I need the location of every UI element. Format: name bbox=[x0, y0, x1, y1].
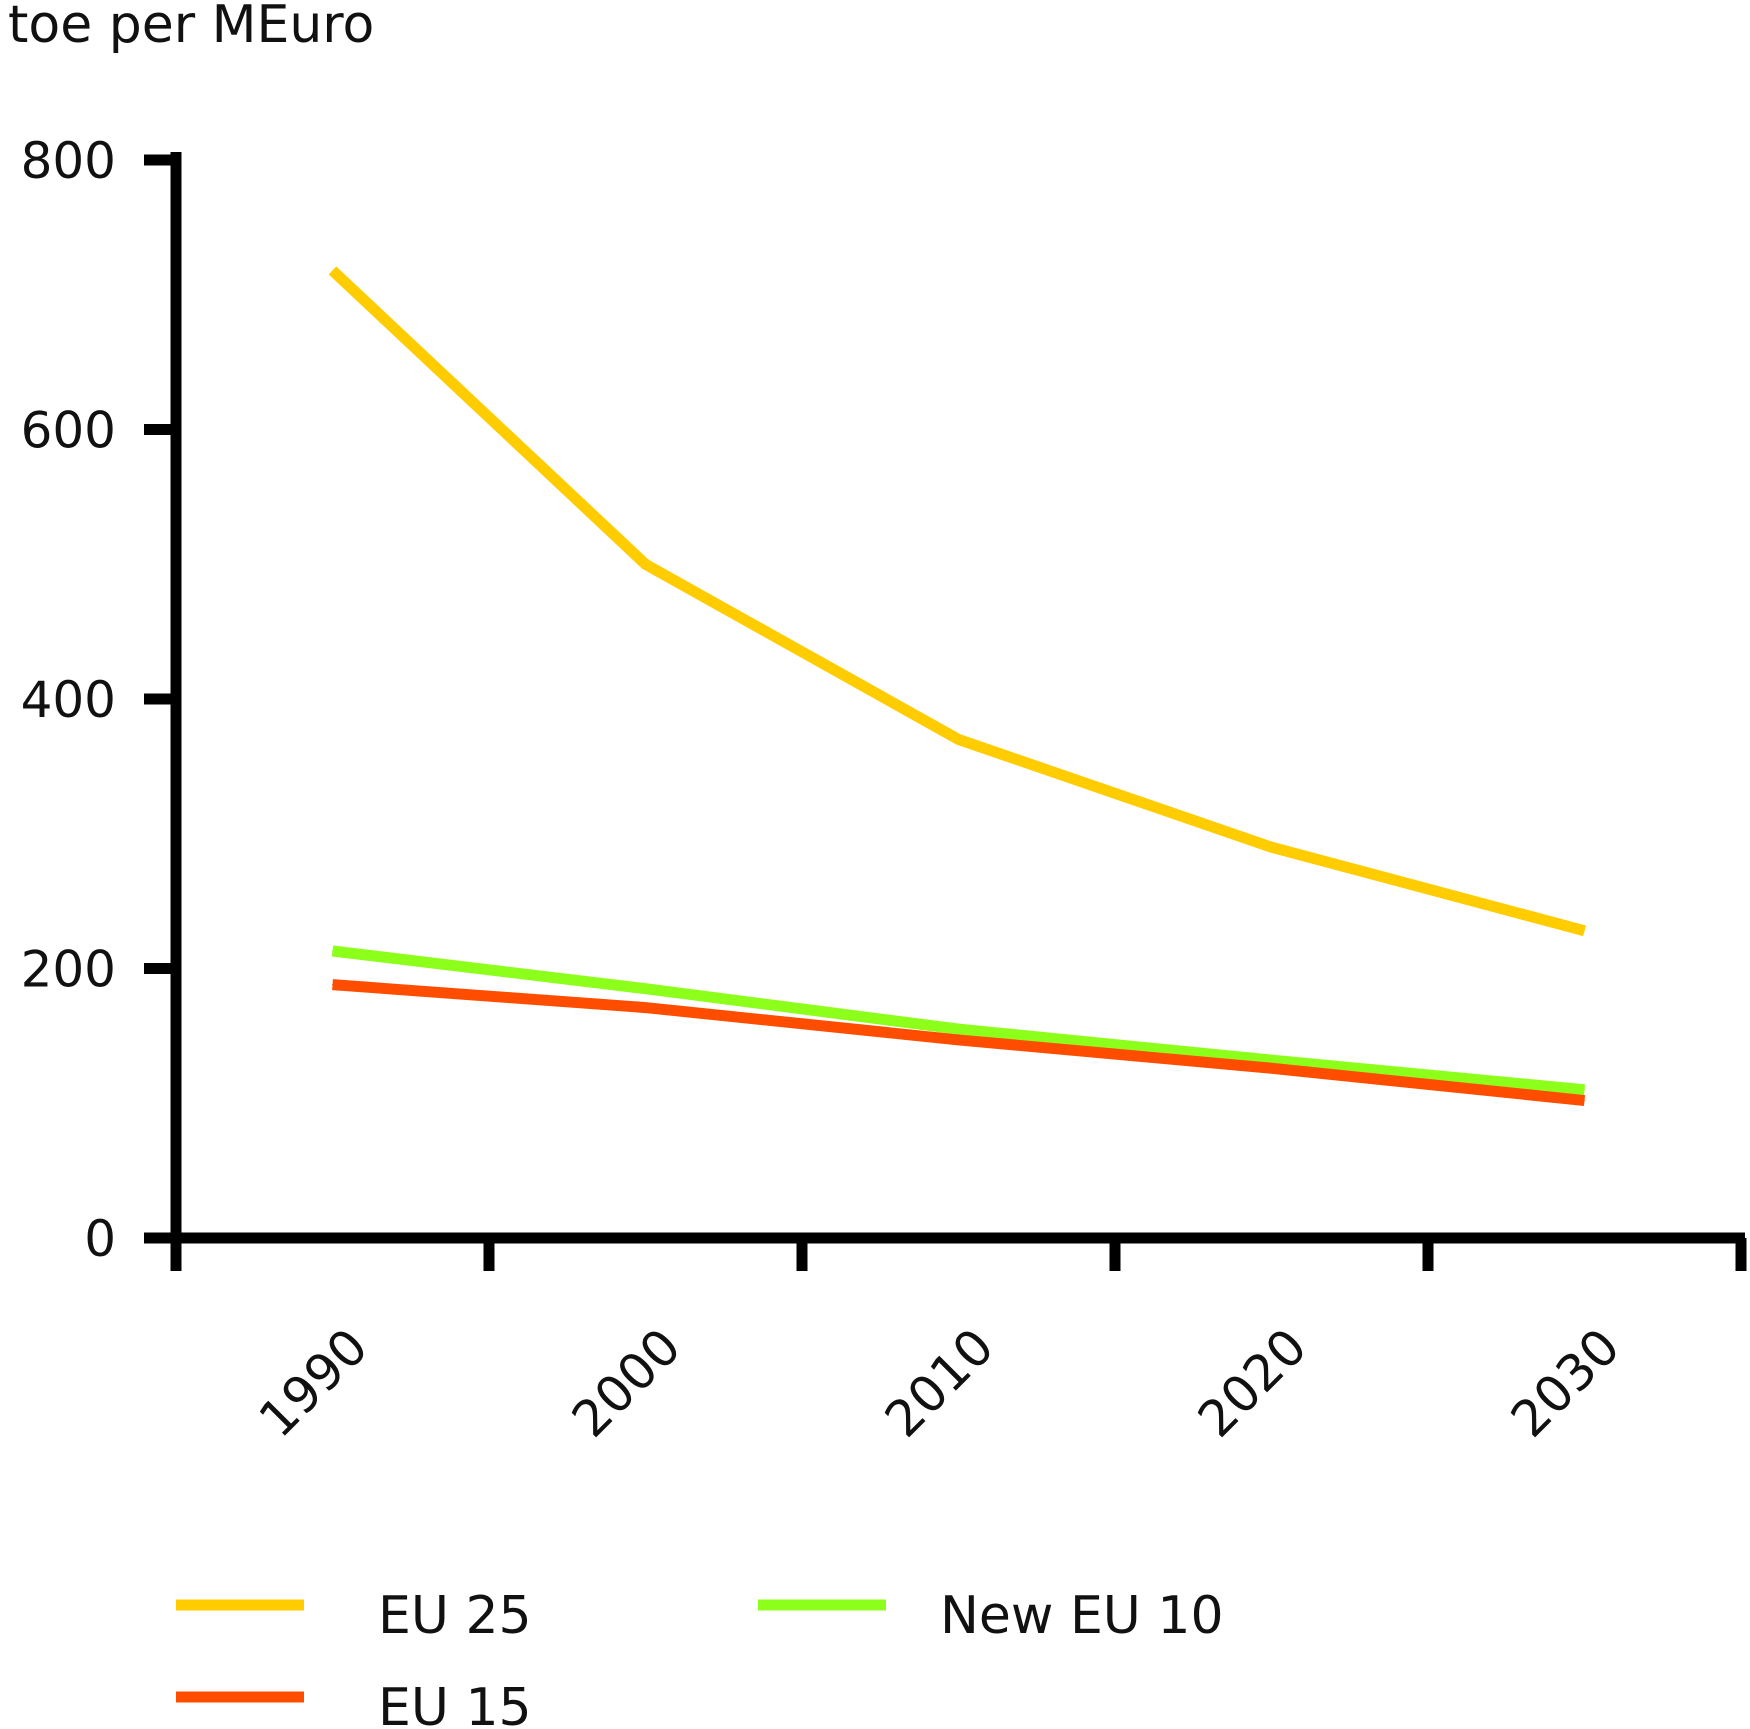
x-tick-label: 2000 bbox=[561, 1317, 692, 1448]
y-tick-label: 200 bbox=[21, 941, 116, 999]
data-point bbox=[958, 1028, 959, 1030]
legend-label: EU 25 bbox=[378, 1586, 532, 1646]
data-point bbox=[1271, 1059, 1272, 1061]
data-point bbox=[332, 984, 333, 986]
x-tick-labels: 1990 2000 2010 2020 2030 bbox=[248, 1317, 1631, 1448]
legend: EU 25 EU 15 New EU 10 bbox=[176, 1586, 1224, 1729]
data-point bbox=[1271, 846, 1272, 848]
data-point bbox=[332, 269, 333, 271]
data-point bbox=[645, 988, 646, 990]
axes bbox=[144, 152, 1747, 1271]
y-tick-label: 600 bbox=[21, 402, 116, 460]
data-point bbox=[958, 738, 959, 740]
data-point bbox=[958, 1039, 959, 1041]
data-point bbox=[645, 563, 646, 565]
y-axis-label: toe per MEuro bbox=[8, 0, 374, 55]
y-tick-label: 0 bbox=[84, 1210, 116, 1268]
x-tick-label: 2020 bbox=[1187, 1317, 1318, 1448]
data-point bbox=[332, 950, 333, 952]
y-tick-label: 800 bbox=[21, 132, 116, 190]
series-line-eu-25 bbox=[328, 266, 1586, 937]
data-point bbox=[645, 1007, 646, 1009]
y-tick-labels: 0 200 400 600 800 bbox=[21, 132, 116, 1268]
data-point bbox=[1271, 1067, 1272, 1069]
data-point bbox=[1584, 930, 1585, 932]
series-lines bbox=[328, 266, 1586, 1107]
data-point bbox=[1584, 1100, 1585, 1102]
x-tick-label: 2010 bbox=[874, 1317, 1005, 1448]
series-line-new-eu-10 bbox=[331, 945, 1586, 1096]
y-tick-label: 400 bbox=[21, 671, 116, 729]
legend-label: New EU 10 bbox=[940, 1586, 1224, 1646]
data-point bbox=[1584, 1089, 1585, 1091]
legend-label: EU 15 bbox=[378, 1678, 532, 1729]
x-tick-label: 2030 bbox=[1500, 1317, 1631, 1448]
series-line-eu-15 bbox=[332, 979, 1586, 1107]
x-tick-label: 1990 bbox=[248, 1317, 379, 1448]
